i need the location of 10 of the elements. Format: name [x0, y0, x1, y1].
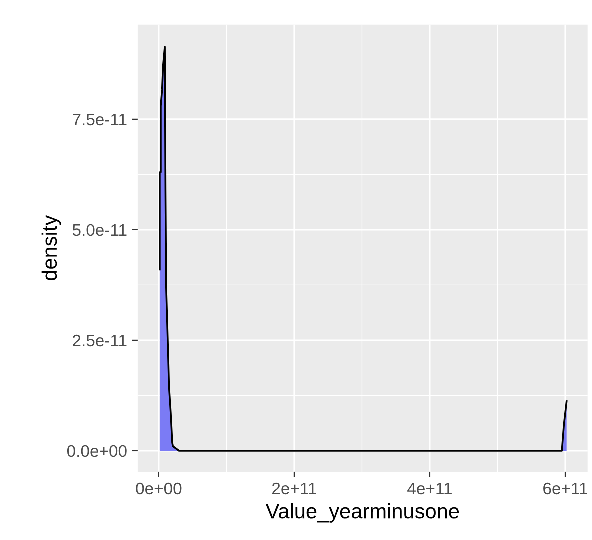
- x-axis-title: Value_yearminusone: [266, 503, 460, 523]
- y-tick-label: 2.5e-11: [73, 334, 127, 347]
- y-axis-title: density: [42, 215, 62, 281]
- x-tick-label: 4e+11: [408, 482, 452, 495]
- y-tick-label: 0.0e+00: [67, 445, 127, 458]
- y-tick-label: 5.0e-11: [72, 224, 127, 236]
- y-tick-label: 7.5e-11: [73, 114, 127, 126]
- x-tick-label: 0e+00: [136, 482, 182, 495]
- x-tick-label: 2e+11: [272, 482, 316, 495]
- x-tick-label: 6e+11: [544, 482, 588, 495]
